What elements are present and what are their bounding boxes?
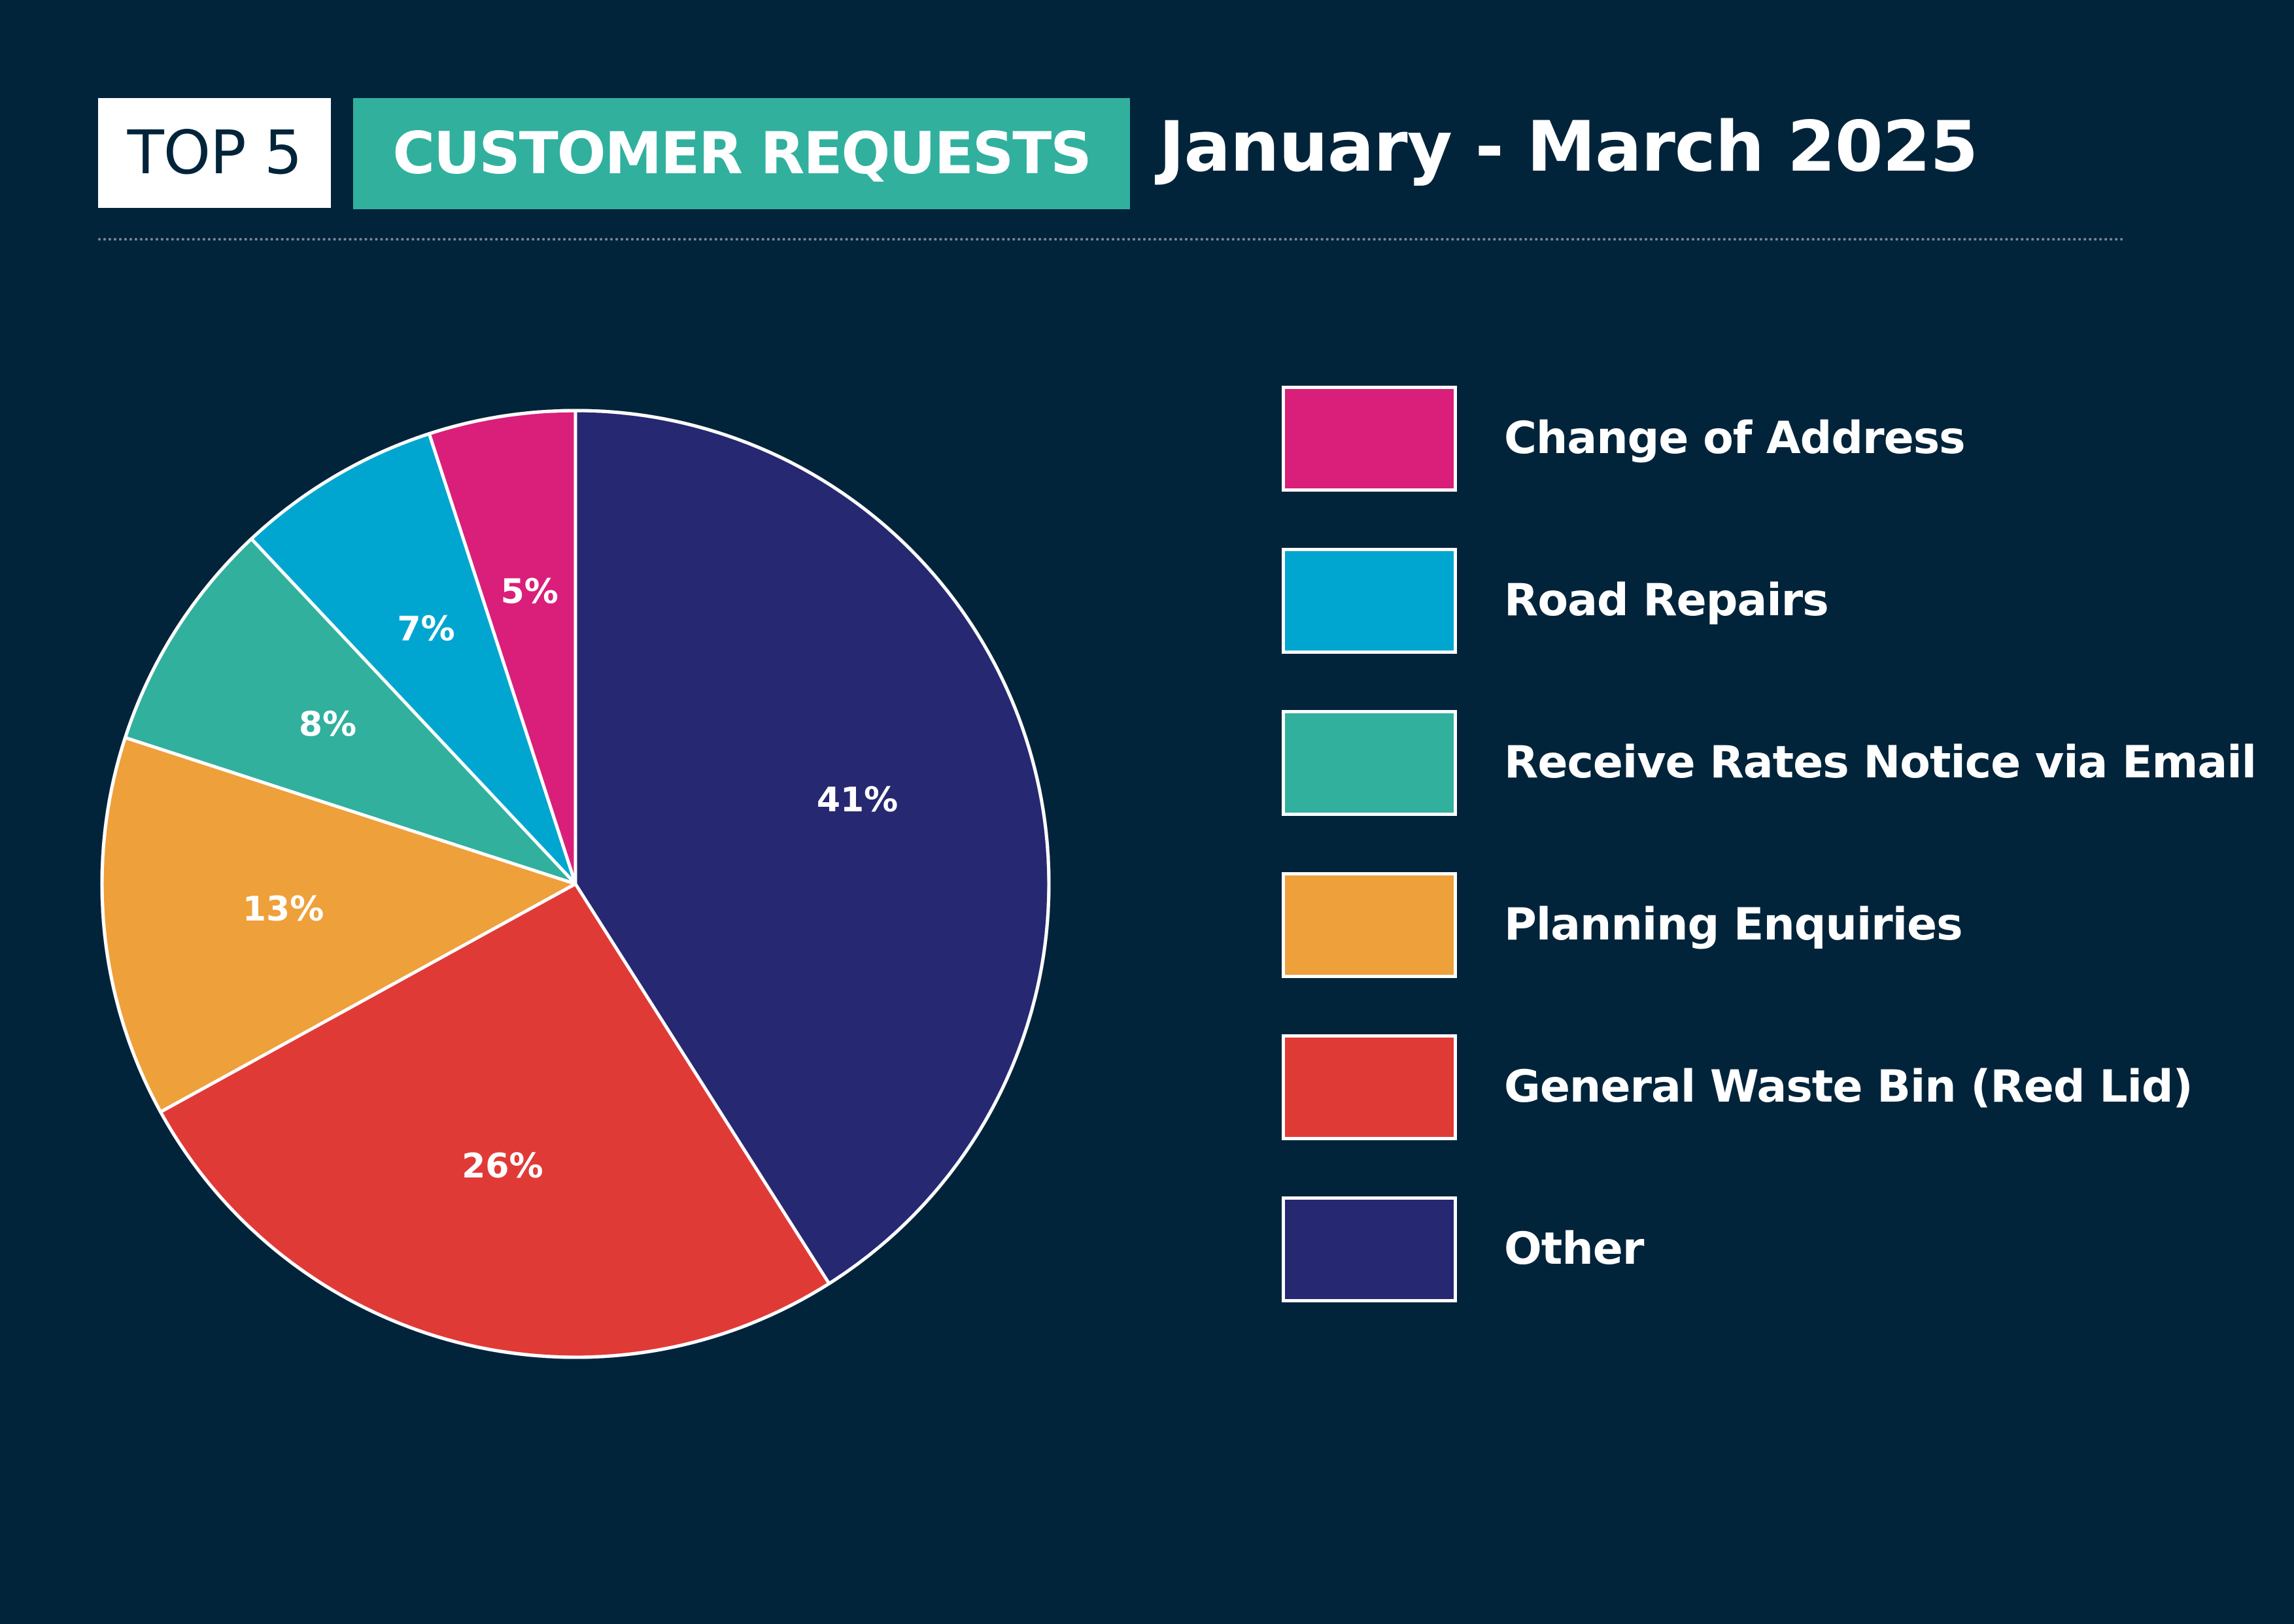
- legend-swatch: [1282, 386, 1457, 492]
- legend-label: Change of Address: [1504, 413, 1966, 464]
- pie-outline: [100, 409, 1051, 1359]
- legend-label: Receive Rates Notice via Email: [1504, 737, 2257, 788]
- pie-label-other: 41%: [817, 781, 898, 820]
- top5-badge: TOP 5: [98, 98, 331, 208]
- period-label: January - March 2025: [1159, 107, 1978, 187]
- legend-swatch: [1282, 710, 1457, 816]
- legend-swatch: [1282, 1196, 1457, 1302]
- legend-item-other: Other: [1282, 1196, 2289, 1308]
- legend-item-road-repairs: Road Repairs: [1282, 548, 2289, 659]
- pie-label-road-repairs: 7%: [397, 610, 454, 649]
- pie-label-change-of-address: 5%: [501, 573, 558, 612]
- pie-label-general-waste-bin-red-lid: 26%: [462, 1147, 543, 1186]
- header-divider: [98, 238, 2125, 241]
- pie-label-planning-enquiries: 13%: [243, 890, 324, 929]
- legend-label: Planning Enquiries: [1504, 899, 1963, 951]
- pie-label-receive-rates-notice-via-email: 8%: [299, 705, 356, 744]
- legend-swatch: [1282, 872, 1457, 978]
- header: TOP 5 CUSTOMER REQUESTS January - March …: [0, 0, 2294, 262]
- legend-label: Road Repairs: [1504, 575, 1829, 626]
- legend-label: Other: [1504, 1223, 1644, 1275]
- legend-item-planning-enquiries: Planning Enquiries: [1282, 872, 2289, 983]
- legend-swatch: [1282, 548, 1457, 654]
- customer-requests-title: CUSTOMER REQUESTS: [353, 98, 1130, 209]
- legend-item-change-of-address: Change of Address: [1282, 386, 2289, 497]
- legend-item-general-waste-bin-red-lid: General Waste Bin (Red Lid): [1282, 1034, 2289, 1145]
- legend-label: General Waste Bin (Red Lid): [1504, 1061, 2193, 1113]
- legend-item-receive-rates-notice-via-email: Receive Rates Notice via Email: [1282, 710, 2289, 821]
- legend-swatch: [1282, 1034, 1457, 1140]
